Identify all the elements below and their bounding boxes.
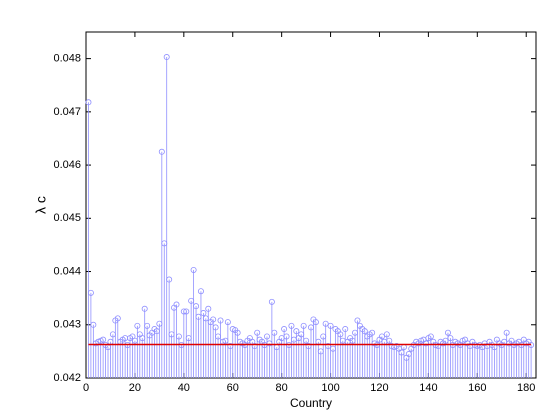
stem-marker <box>293 328 300 335</box>
stem-marker <box>283 333 290 340</box>
stem-marker <box>342 326 349 333</box>
stem-marker <box>144 322 151 329</box>
stem-marker <box>197 288 204 295</box>
stem-marker <box>337 331 344 338</box>
stem-marker <box>254 329 261 336</box>
stem-marker <box>327 322 334 329</box>
stem-marker <box>100 336 107 343</box>
y-tick-label: 0.043 <box>53 319 81 331</box>
stem-marker <box>212 324 219 331</box>
stem-marker <box>234 329 241 336</box>
x-tick-label: 180 <box>517 382 535 394</box>
stem-marker <box>378 333 385 340</box>
stem-marker <box>386 337 393 344</box>
stem-marker <box>134 322 141 329</box>
stem-marker <box>205 305 212 312</box>
x-tick-label: 0 <box>83 382 89 394</box>
x-tick-label: 100 <box>321 382 339 394</box>
stem-marker <box>183 308 190 315</box>
stem-marker <box>190 266 197 273</box>
stem-marker <box>383 331 390 338</box>
stem-marker <box>322 320 329 327</box>
plot-frame <box>85 31 537 379</box>
stem-marker <box>173 301 180 308</box>
stem-marker <box>303 337 310 344</box>
y-tick-label: 0.045 <box>53 212 81 224</box>
stem-marker <box>193 303 200 310</box>
x-tick-label: 40 <box>178 382 190 394</box>
x-tick-label: 120 <box>370 382 388 394</box>
x-tick-label: 60 <box>227 382 239 394</box>
stem-marker <box>300 322 307 329</box>
stem-marker <box>141 305 148 312</box>
stem-marker <box>369 329 376 336</box>
stem-marker <box>200 310 207 317</box>
y-tick-label: 0.047 <box>53 106 81 118</box>
stem-marker <box>361 328 368 335</box>
stem-marker <box>354 317 361 324</box>
y-tick-label: 0.046 <box>53 159 81 171</box>
stem-marker <box>271 329 278 336</box>
stem-marker <box>447 335 454 342</box>
stem-marker <box>158 148 165 155</box>
stem-marker <box>90 321 97 328</box>
stem-marker <box>217 317 224 324</box>
y-axis-label: λ c <box>33 196 49 214</box>
x-tick-label: 80 <box>276 382 288 394</box>
y-tick-label: 0.048 <box>53 53 81 65</box>
stem-marker <box>163 54 170 61</box>
stem-marker <box>224 319 231 326</box>
stem-marker <box>281 326 288 333</box>
stem-marker <box>87 289 94 296</box>
stem-marker <box>427 333 434 340</box>
y-tick-label: 0.044 <box>53 265 81 277</box>
stem-marker <box>85 99 92 106</box>
stem-marker <box>444 329 451 336</box>
y-tick-label: 0.042 <box>53 372 81 384</box>
x-tick-label: 140 <box>419 382 437 394</box>
stem-marker <box>166 276 173 283</box>
stem-marker <box>268 298 275 305</box>
stem-marker <box>288 322 295 329</box>
stem-marker <box>312 319 319 326</box>
stem-marker <box>114 315 121 322</box>
stem-marker <box>503 329 510 336</box>
stem-marker <box>210 316 217 323</box>
stem-marker <box>175 333 182 340</box>
x-tick-label: 20 <box>129 382 141 394</box>
x-tick-label: 160 <box>468 382 486 394</box>
x-axis-label: Country <box>290 396 332 410</box>
stem-marker <box>263 333 270 340</box>
